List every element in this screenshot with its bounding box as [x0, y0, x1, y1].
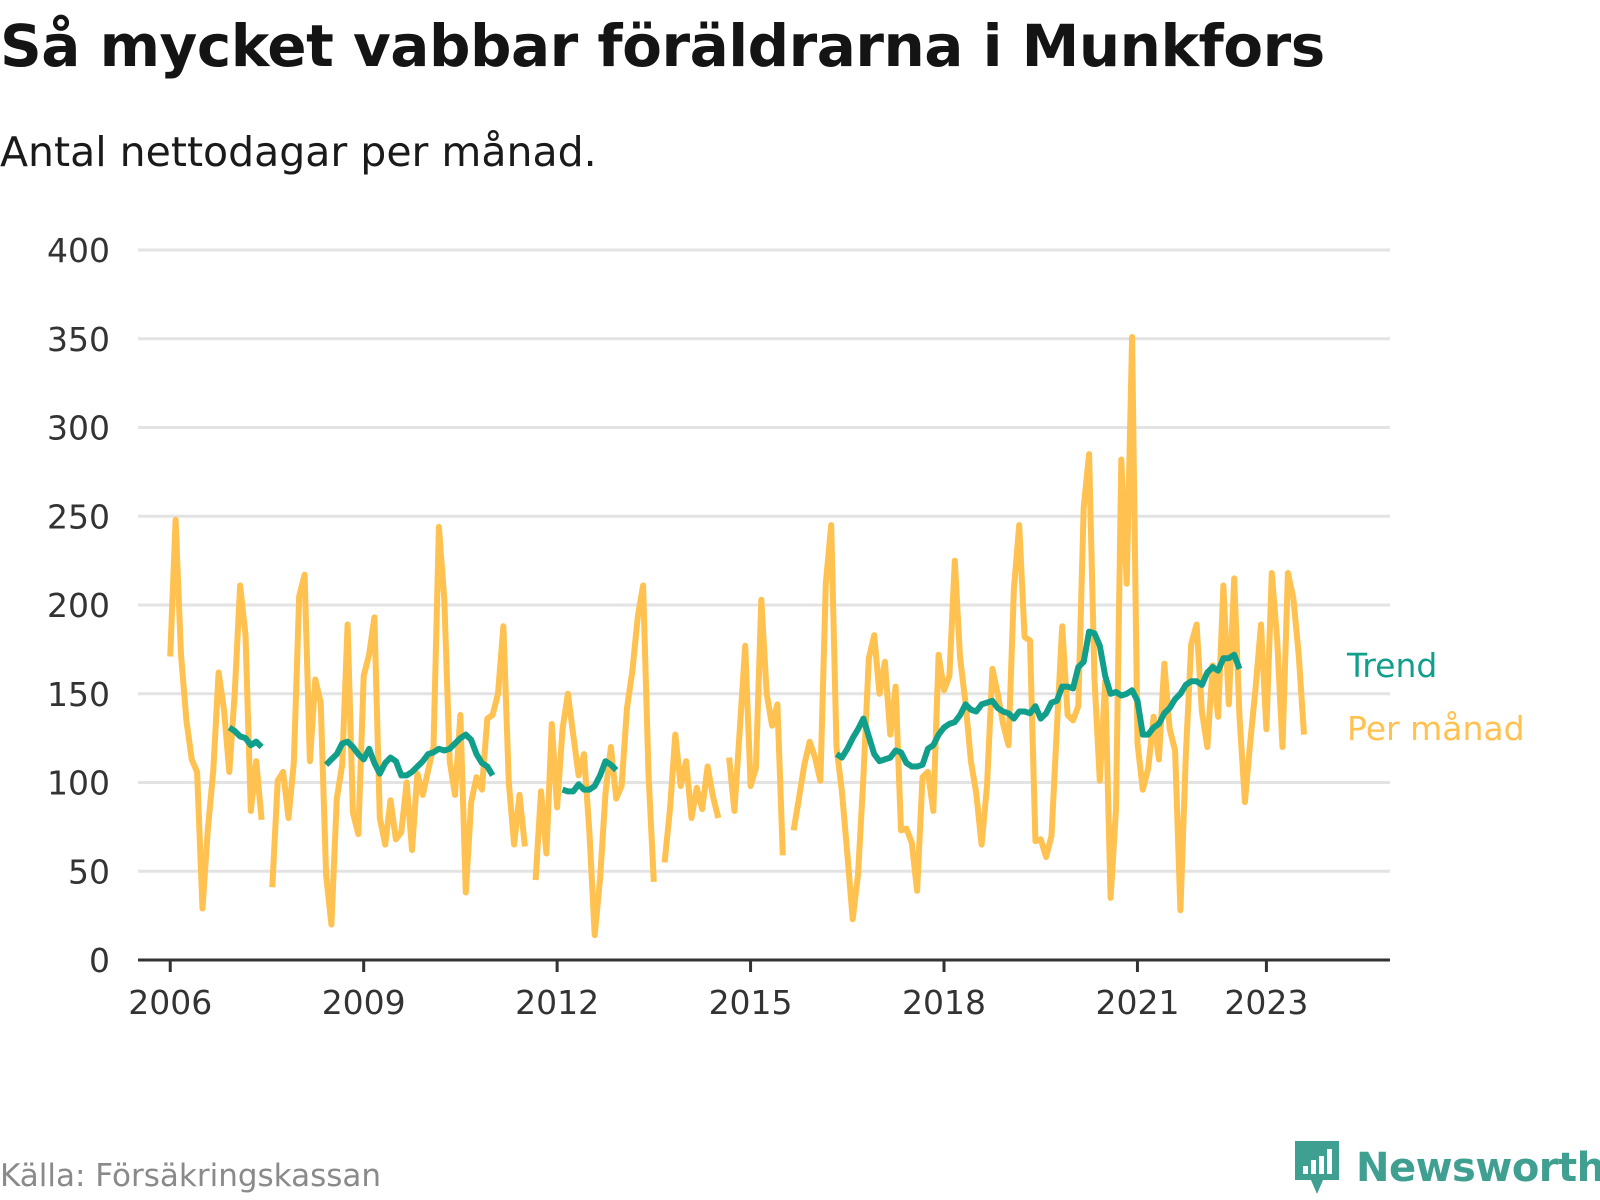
y-tick-label: 250 — [47, 497, 110, 536]
x-tick-label: 2009 — [322, 983, 406, 1022]
y-tick-label: 300 — [47, 409, 110, 448]
y-tick-label: 150 — [47, 675, 110, 714]
chart-title: Så mycket vabbar föräldrarna i Munkfors — [0, 12, 1325, 80]
x-tick-label: 2015 — [709, 983, 793, 1022]
x-tick-label: 2012 — [515, 983, 599, 1022]
x-tick-label: 2021 — [1095, 983, 1179, 1022]
y-tick-label: 100 — [47, 764, 110, 803]
series-line-per-manad — [790, 334, 1307, 923]
legend-label-trend: Trend — [1346, 646, 1437, 685]
series-line-trend — [561, 758, 619, 795]
y-axis-ticks: 0 50 100 150 200 250 300 350 400 — [47, 231, 110, 980]
y-tick-label: 200 — [47, 586, 110, 625]
y-tick-label: 0 — [89, 941, 110, 980]
x-tick-label: 2023 — [1224, 983, 1308, 1022]
series-legend: Per månad Trend — [1346, 646, 1525, 748]
legend-label-per-manad: Per månad — [1347, 709, 1525, 748]
y-tick-label: 400 — [47, 231, 110, 270]
brand-name: Newsworthy — [1356, 1145, 1600, 1191]
y-tick-label: 50 — [68, 852, 110, 891]
series-line-trend — [834, 628, 1243, 770]
y-tick-label: 350 — [47, 320, 110, 359]
source-note: Källa: Försäkringskassan — [0, 1158, 382, 1194]
series-line-per-manad — [532, 582, 657, 939]
series-line-trend — [323, 731, 496, 779]
brand-logo[interactable]: Newsworthy — [1292, 1138, 1600, 1198]
series-line-trend — [227, 724, 264, 750]
x-axis: 2006 2009 2012 2015 2018 2021 2023 — [128, 958, 1390, 1022]
series-lines — [167, 334, 1307, 939]
series-line-per-manad — [167, 516, 265, 912]
series-line-per-manad — [726, 596, 786, 856]
x-tick-label: 2018 — [902, 983, 986, 1022]
bar-chart-badge-icon — [1295, 1141, 1339, 1194]
series-line-per-manad — [661, 731, 722, 863]
series-line-per-manad — [269, 523, 528, 928]
chart-subtitle: Antal nettodagar per månad. — [0, 128, 597, 176]
x-tick-label: 2006 — [128, 983, 212, 1022]
